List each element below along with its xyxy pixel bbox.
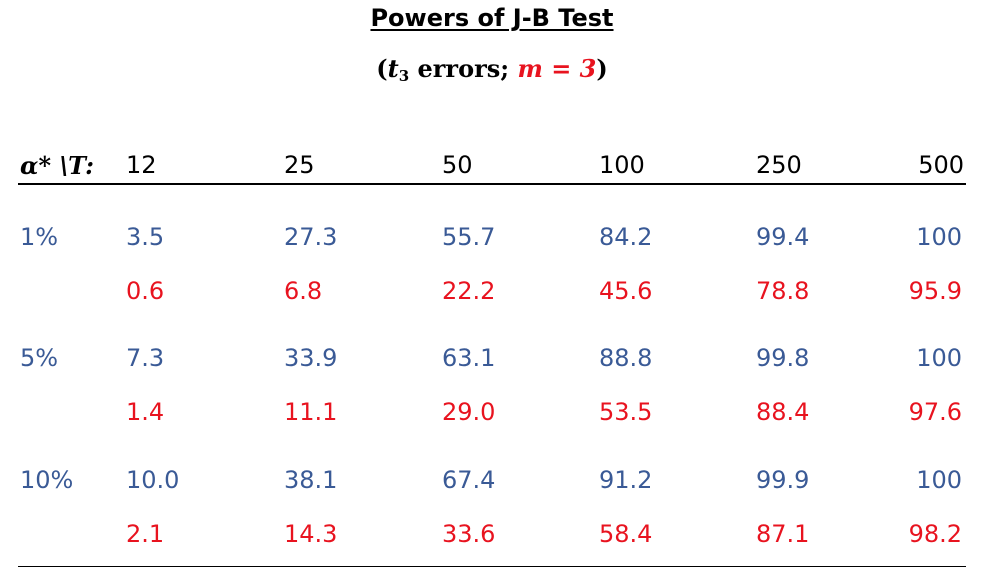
power-value: 27.3 — [284, 223, 338, 251]
power-value: 7.3 — [126, 344, 165, 372]
power-value: 22.2 — [442, 277, 496, 305]
alpha-label: 10% — [20, 466, 74, 494]
subtitle-close-paren: ) — [596, 54, 608, 83]
power-value: 14.3 — [284, 520, 338, 548]
power-value: 67.4 — [442, 466, 496, 494]
power-value: 29.0 — [442, 398, 496, 426]
corner-label: α* \T: — [20, 151, 95, 180]
power-value: 45.6 — [599, 277, 653, 305]
page-title: Powers of J-B Test — [370, 4, 614, 32]
power-value: 97.6 — [908, 398, 962, 426]
power-value: 11.1 — [284, 398, 338, 426]
power-value: 100 — [916, 223, 962, 251]
power-value: 6.8 — [284, 277, 323, 305]
power-value: 100 — [916, 466, 962, 494]
power-value: 99.9 — [756, 466, 810, 494]
column-header: 50 — [442, 151, 473, 179]
power-value: 33.6 — [442, 520, 496, 548]
power-value: 88.4 — [756, 398, 810, 426]
power-value: 58.4 — [599, 520, 653, 548]
subtitle-open-paren: ( — [376, 54, 388, 83]
power-value: 98.2 — [908, 520, 962, 548]
power-value: 88.8 — [599, 344, 653, 372]
subtitle-t-subscript: 3 — [398, 67, 410, 85]
column-header: 100 — [599, 151, 645, 179]
power-value: 1.4 — [126, 398, 165, 426]
power-value: 10.0 — [126, 466, 180, 494]
power-value: 3.5 — [126, 223, 165, 251]
power-value: 63.1 — [442, 344, 496, 372]
power-value: 91.2 — [599, 466, 653, 494]
power-value: 95.9 — [908, 277, 962, 305]
power-value: 84.2 — [599, 223, 653, 251]
column-header: 250 — [756, 151, 802, 179]
table-bottom-rule — [18, 566, 966, 567]
subtitle-t-symbol: t — [387, 54, 399, 83]
power-value: 38.1 — [284, 466, 338, 494]
power-value: 99.8 — [756, 344, 810, 372]
power-value: 33.9 — [284, 344, 338, 372]
column-header: 25 — [284, 151, 315, 179]
subtitle-m-expression: m = 3 — [517, 54, 597, 83]
alpha-label: 1% — [20, 223, 59, 251]
power-value: 2.1 — [126, 520, 165, 548]
subtitle-errors-text: errors; — [409, 54, 518, 83]
table-header: α* \T: 12 25 50 100 250 500 — [18, 151, 966, 185]
power-value: 87.1 — [756, 520, 810, 548]
page-subtitle: (t3 errors; m = 3) — [0, 54, 984, 85]
power-value: 55.7 — [442, 223, 496, 251]
column-header: 12 — [126, 151, 157, 179]
power-value: 78.8 — [756, 277, 810, 305]
power-value: 53.5 — [599, 398, 653, 426]
power-value: 100 — [916, 344, 962, 372]
alpha-label: 5% — [20, 344, 59, 372]
power-value: 99.4 — [756, 223, 810, 251]
column-header: 500 — [918, 151, 964, 179]
power-value: 0.6 — [126, 277, 165, 305]
